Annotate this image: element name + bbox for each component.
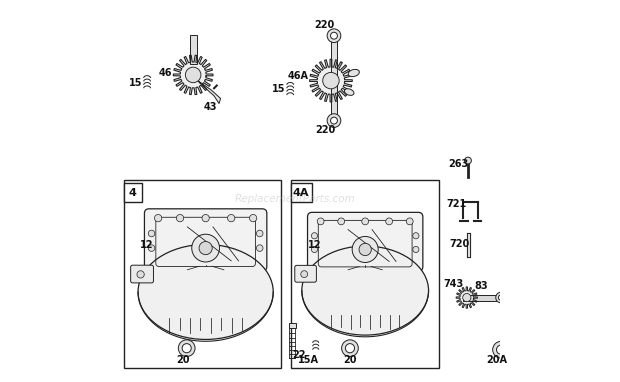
Text: 22: 22: [292, 350, 306, 360]
Bar: [289, 324, 296, 328]
Circle shape: [406, 218, 413, 225]
Polygon shape: [456, 287, 477, 308]
Circle shape: [497, 345, 506, 354]
Text: 46A: 46A: [288, 71, 309, 81]
Circle shape: [498, 295, 503, 300]
Text: 720: 720: [449, 238, 469, 249]
Bar: [123, 180, 281, 368]
Circle shape: [496, 292, 507, 303]
Text: 15: 15: [129, 78, 143, 87]
Bar: [291, 183, 312, 202]
Circle shape: [327, 29, 341, 42]
Circle shape: [352, 236, 378, 262]
Bar: [330, 39, 337, 117]
Text: 4: 4: [129, 188, 136, 197]
Text: 46: 46: [159, 68, 172, 78]
Circle shape: [148, 245, 155, 251]
Circle shape: [301, 271, 308, 278]
Text: 43: 43: [203, 102, 217, 112]
Circle shape: [137, 271, 144, 278]
Circle shape: [257, 230, 263, 237]
Bar: [291, 180, 440, 368]
Circle shape: [311, 246, 317, 253]
Circle shape: [182, 344, 191, 353]
Text: 83: 83: [474, 281, 488, 291]
Circle shape: [199, 241, 212, 255]
Ellipse shape: [302, 246, 428, 335]
Polygon shape: [309, 59, 352, 102]
Circle shape: [148, 230, 155, 237]
Bar: [190, 35, 197, 64]
Polygon shape: [174, 55, 213, 95]
Circle shape: [359, 243, 371, 256]
FancyBboxPatch shape: [144, 209, 267, 271]
Text: 220: 220: [314, 20, 334, 31]
Circle shape: [327, 114, 341, 128]
Circle shape: [361, 218, 369, 225]
Circle shape: [464, 157, 471, 164]
Circle shape: [330, 32, 337, 39]
Text: 15: 15: [272, 84, 286, 94]
Circle shape: [179, 340, 195, 356]
Circle shape: [493, 342, 510, 358]
Circle shape: [257, 245, 263, 251]
Ellipse shape: [348, 70, 360, 77]
Text: 721: 721: [446, 199, 467, 209]
Bar: [463, 295, 497, 301]
Circle shape: [317, 218, 324, 225]
Circle shape: [185, 67, 201, 83]
Polygon shape: [198, 81, 221, 104]
Text: 743: 743: [443, 279, 464, 289]
Circle shape: [249, 214, 257, 222]
Circle shape: [342, 340, 358, 356]
Circle shape: [413, 233, 419, 239]
Circle shape: [386, 218, 392, 225]
Circle shape: [463, 293, 471, 302]
Circle shape: [338, 218, 345, 225]
Text: ReplacementParts.com: ReplacementParts.com: [234, 194, 355, 204]
Text: 20A: 20A: [486, 355, 507, 365]
Text: 15A: 15A: [298, 354, 319, 364]
FancyBboxPatch shape: [131, 265, 154, 283]
Circle shape: [192, 234, 219, 262]
Text: 4A: 4A: [293, 188, 309, 197]
Text: 20: 20: [176, 354, 190, 364]
Circle shape: [177, 214, 184, 222]
Circle shape: [154, 214, 162, 222]
Text: 20: 20: [343, 354, 356, 364]
Circle shape: [202, 214, 210, 222]
Ellipse shape: [345, 89, 354, 96]
Circle shape: [323, 73, 339, 89]
Ellipse shape: [138, 244, 273, 340]
FancyBboxPatch shape: [294, 265, 316, 282]
Circle shape: [345, 344, 355, 353]
Text: 220: 220: [315, 125, 335, 135]
Text: 12: 12: [308, 240, 321, 250]
Text: 12: 12: [140, 240, 154, 250]
Circle shape: [228, 214, 235, 222]
Circle shape: [413, 246, 419, 253]
Circle shape: [311, 233, 317, 239]
Circle shape: [330, 117, 337, 124]
Text: 263: 263: [448, 159, 468, 168]
FancyBboxPatch shape: [308, 212, 423, 271]
Bar: [123, 183, 142, 202]
